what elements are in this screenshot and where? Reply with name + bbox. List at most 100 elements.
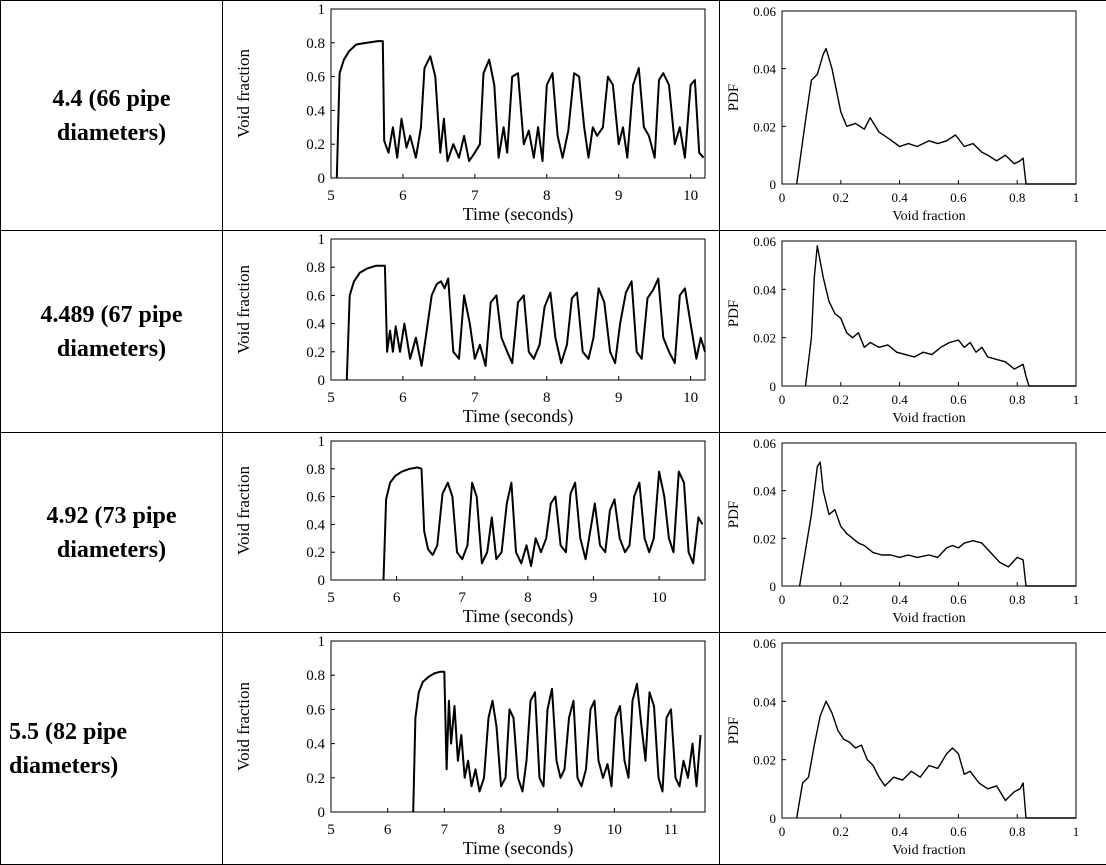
y-tick-label: 0 (318, 171, 326, 187)
x-tick-label: 0.8 (1009, 592, 1025, 607)
y-tick-label: 0.04 (753, 62, 776, 77)
table-row: 5.5 (82 pipe diameters) 0 0.2 0.4 0.6 0.8 1 5 6… (1, 633, 1106, 865)
y-tick-label: 0 (770, 811, 777, 826)
y-tick-label: 0.2 (306, 771, 325, 787)
x-tick-label: 0.4 (891, 190, 908, 205)
row-label: 4.4 (66 pipe diameters) (1, 1, 223, 231)
row-label: 4.92 (73 pipe diameters) (1, 433, 223, 633)
y-tick-label: 0.06 (753, 436, 776, 451)
plot-frame (331, 641, 705, 812)
series-line (797, 701, 1076, 818)
series-line (413, 672, 700, 812)
x-tick-label: 5 (327, 822, 335, 838)
x-tick-label: 0 (779, 592, 786, 607)
y-tick-label: 0.02 (753, 531, 776, 546)
y-tick-label: 0.4 (306, 317, 325, 333)
x-axis-label: Void fraction (892, 411, 965, 426)
plot-frame (782, 11, 1076, 184)
y-tick-label: 0.06 (753, 234, 776, 249)
x-axis-label: Time (seconds) (463, 406, 574, 427)
y-axis-label: PDF (726, 300, 742, 328)
y-tick-label: 1 (318, 232, 326, 248)
x-tick-label: 5 (327, 390, 335, 406)
x-tick-label: 0 (779, 392, 786, 407)
x-tick-label: 0.2 (833, 190, 849, 205)
x-tick-label: 0.2 (833, 824, 849, 839)
x-tick-label: 0.4 (891, 824, 908, 839)
x-tick-label: 6 (393, 590, 401, 606)
y-tick-label: 0.8 (306, 36, 325, 52)
y-tick-label: 0.04 (753, 694, 776, 709)
x-tick-label: 0.8 (1009, 392, 1025, 407)
x-tick-label: 9 (615, 188, 623, 204)
series-line (806, 246, 1077, 386)
x-tick-label: 0.8 (1009, 824, 1025, 839)
x-tick-label: 0 (779, 190, 786, 205)
y-axis-label: Void fraction (234, 682, 253, 771)
x-tick-label: 0.8 (1009, 190, 1025, 205)
plot-frame (782, 643, 1076, 818)
x-tick-label: 6 (399, 188, 407, 204)
row-label: 5.5 (82 pipe diameters) (1, 633, 223, 865)
x-tick-label: 7 (458, 590, 466, 606)
x-tick-label: 7 (471, 188, 479, 204)
x-tick-label: 8 (543, 390, 551, 406)
y-tick-label: 1 (318, 2, 326, 18)
x-tick-label: 0.4 (891, 392, 908, 407)
y-tick-label: 0 (318, 805, 326, 821)
y-tick-label: 0.2 (306, 345, 325, 361)
row-label: 4.489 (67 pipe diameters) (1, 231, 223, 433)
y-tick-label: 0.6 (306, 70, 325, 86)
x-tick-label: 0.2 (833, 392, 849, 407)
y-axis-label: Void fraction (234, 265, 253, 354)
y-tick-label: 0.6 (306, 288, 325, 304)
y-tick-label: 0 (770, 177, 777, 192)
y-tick-label: 0 (770, 579, 777, 594)
x-tick-label: 0.6 (950, 824, 967, 839)
y-tick-label: 0.8 (306, 668, 325, 684)
y-tick-label: 0.04 (753, 484, 776, 499)
x-axis-label: Void fraction (892, 843, 965, 858)
x-tick-label: 0.4 (891, 592, 908, 607)
x-axis-label: Time (seconds) (463, 204, 574, 225)
y-tick-label: 0.02 (753, 119, 776, 134)
y-axis-label: PDF (726, 501, 742, 529)
y-tick-label: 0.02 (753, 753, 776, 768)
y-tick-label: 1 (318, 434, 326, 450)
x-tick-label: 8 (543, 188, 551, 204)
x-tick-label: 6 (384, 822, 392, 838)
plot-frame (331, 9, 705, 178)
y-axis-label: Void fraction (234, 49, 253, 138)
y-tick-label: 1 (318, 634, 326, 650)
plot-frame (782, 443, 1076, 586)
y-tick-label: 0.8 (306, 260, 325, 276)
series-line (347, 266, 705, 380)
x-tick-label: 0.6 (950, 392, 967, 407)
x-tick-label: 0.2 (833, 592, 849, 607)
table-row: 4.4 (66 pipe diameters) 0 0.2 0.4 0.6 0.8 1 5 6… (1, 1, 1106, 231)
x-tick-label: 5 (327, 188, 335, 204)
x-tick-label: 1 (1073, 190, 1080, 205)
x-tick-label: 0.6 (950, 592, 967, 607)
x-tick-label: 8 (524, 590, 532, 606)
x-tick-label: 8 (497, 822, 505, 838)
x-tick-label: 10 (683, 188, 698, 204)
x-tick-label: 6 (399, 390, 407, 406)
plot-frame (782, 241, 1076, 386)
x-tick-label: 9 (554, 822, 562, 838)
x-tick-label: 1 (1073, 824, 1080, 839)
y-tick-label: 0.2 (306, 545, 325, 561)
